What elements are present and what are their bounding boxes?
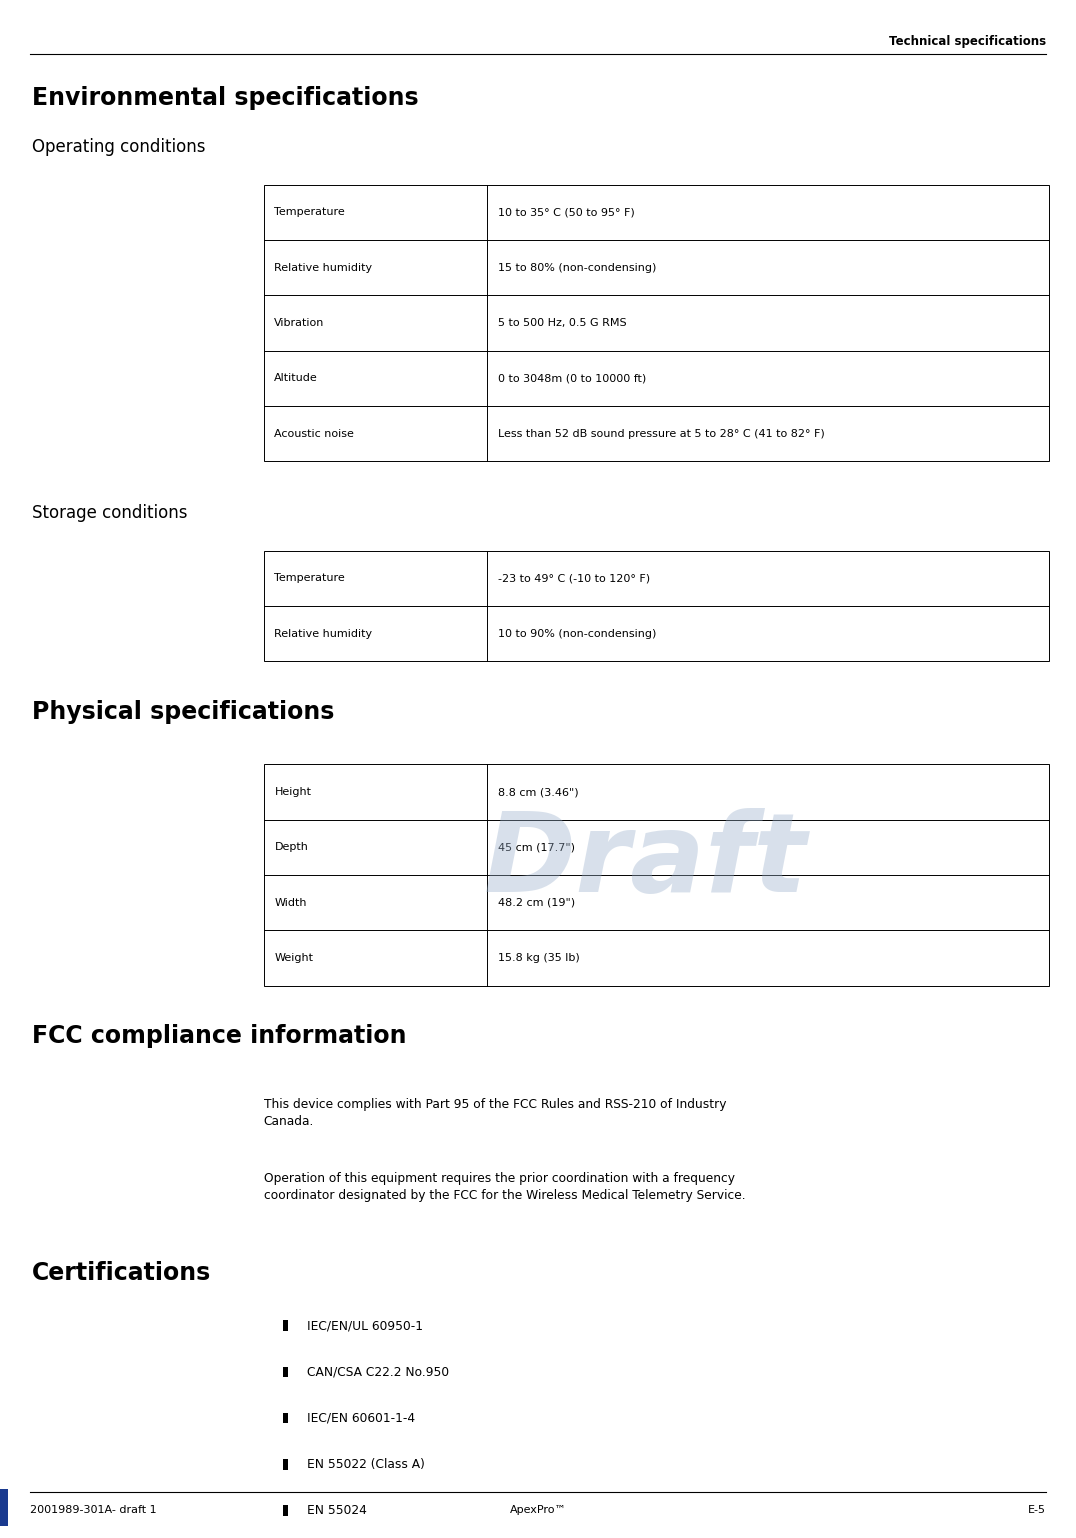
Text: This device complies with Part 95 of the FCC Rules and RSS-210 of Industry
Canad: This device complies with Part 95 of the… <box>264 1098 726 1129</box>
Bar <box>283 1460 288 1470</box>
Text: Height: Height <box>274 787 311 797</box>
Text: Temperature: Temperature <box>274 208 345 217</box>
Text: 15 to 80% (non-condensing): 15 to 80% (non-condensing) <box>498 263 656 272</box>
Text: Temperature: Temperature <box>274 574 345 583</box>
Text: 10 to 35° C (50 to 95° F): 10 to 35° C (50 to 95° F) <box>498 208 635 217</box>
Text: IEC/EN 60601-1-4: IEC/EN 60601-1-4 <box>307 1412 414 1424</box>
Text: 10 to 90% (non-condensing): 10 to 90% (non-condensing) <box>498 629 656 638</box>
Bar <box>283 1413 288 1424</box>
Text: Vibration: Vibration <box>274 318 325 328</box>
Text: Technical specifications: Technical specifications <box>889 35 1046 48</box>
Text: Certifications: Certifications <box>32 1261 212 1286</box>
Text: Relative humidity: Relative humidity <box>274 263 372 272</box>
Text: Altitude: Altitude <box>274 374 318 383</box>
Text: Storage conditions: Storage conditions <box>32 504 188 523</box>
Text: CAN/CSA C22.2 No.950: CAN/CSA C22.2 No.950 <box>307 1366 449 1378</box>
Text: 2001989-301A- draft 1: 2001989-301A- draft 1 <box>30 1506 157 1515</box>
Text: Width: Width <box>274 898 307 907</box>
Bar <box>0 1489 8 1526</box>
Text: Less than 52 dB sound pressure at 5 to 28° C (41 to 82° F): Less than 52 dB sound pressure at 5 to 2… <box>498 429 825 438</box>
Text: EN 55022 (Class A): EN 55022 (Class A) <box>307 1458 425 1470</box>
Text: -23 to 49° C (-10 to 120° F): -23 to 49° C (-10 to 120° F) <box>498 574 650 583</box>
Text: 45 cm (17.7"): 45 cm (17.7") <box>498 843 576 852</box>
Text: Relative humidity: Relative humidity <box>274 629 372 638</box>
Text: Environmental specifications: Environmental specifications <box>32 86 419 111</box>
Text: 8.8 cm (3.46"): 8.8 cm (3.46") <box>498 787 579 797</box>
Bar <box>264 551 1049 661</box>
Bar <box>283 1506 288 1516</box>
Text: Operation of this equipment requires the prior coordination with a frequency
coo: Operation of this equipment requires the… <box>264 1172 746 1203</box>
Text: Physical specifications: Physical specifications <box>32 700 335 724</box>
Text: FCC compliance information: FCC compliance information <box>32 1024 407 1049</box>
Text: Operating conditions: Operating conditions <box>32 138 206 157</box>
Text: Acoustic noise: Acoustic noise <box>274 429 354 438</box>
Text: 48.2 cm (19"): 48.2 cm (19") <box>498 898 576 907</box>
Text: 15.8 kg (35 lb): 15.8 kg (35 lb) <box>498 954 580 963</box>
Text: ApexPro™: ApexPro™ <box>510 1506 566 1515</box>
Text: Draft: Draft <box>484 807 807 915</box>
Text: E-5: E-5 <box>1028 1506 1046 1515</box>
Text: EN 55024: EN 55024 <box>307 1504 367 1516</box>
Bar <box>264 764 1049 986</box>
Text: IEC/EN/UL 60950-1: IEC/EN/UL 60950-1 <box>307 1320 423 1332</box>
Text: Weight: Weight <box>274 954 313 963</box>
Bar <box>264 185 1049 461</box>
Bar <box>283 1321 288 1332</box>
Text: 0 to 3048m (0 to 10000 ft): 0 to 3048m (0 to 10000 ft) <box>498 374 647 383</box>
Text: 5 to 500 Hz, 0.5 G RMS: 5 to 500 Hz, 0.5 G RMS <box>498 318 627 328</box>
Text: Depth: Depth <box>274 843 308 852</box>
Bar <box>283 1367 288 1378</box>
